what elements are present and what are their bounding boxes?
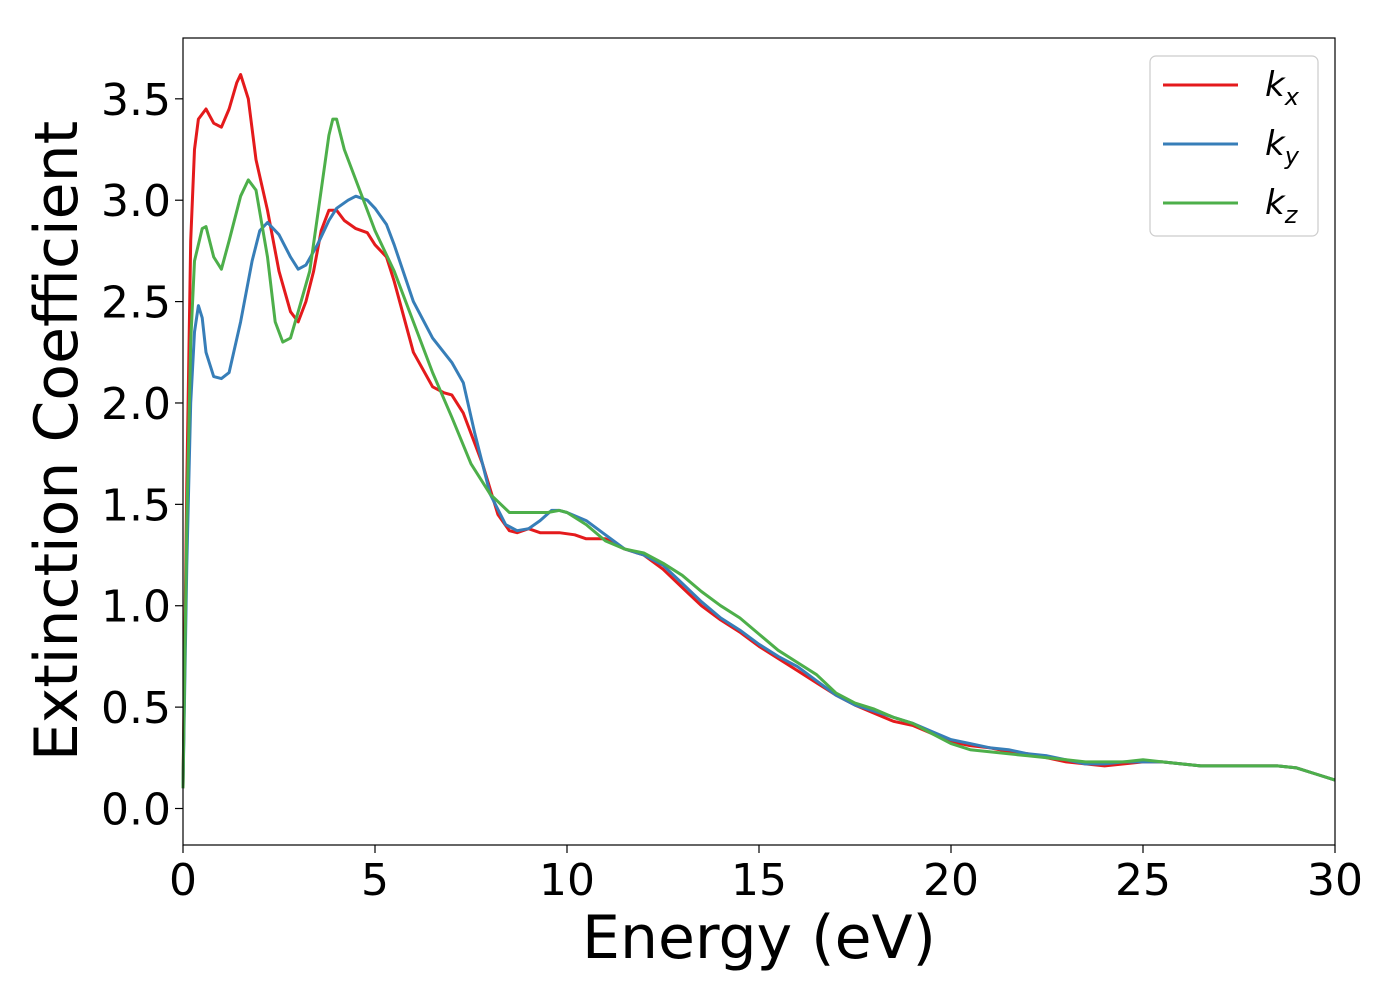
y-axis-label: Extinction Coefficient	[22, 121, 92, 761]
legend-label-x: kx	[1265, 65, 1300, 111]
y-axis: 0.0 0.5 1.0 1.5 2.0 2.5 3.0 3.5	[101, 75, 183, 836]
series-line-y	[181, 194, 1336, 789]
y-tick-label: 0.0	[101, 785, 171, 836]
y-tick-label: 1.0	[101, 582, 171, 633]
legend: kx ky kz	[1149, 55, 1319, 237]
x-tick-label: 15	[731, 855, 787, 906]
series-line-z	[181, 117, 1336, 789]
x-tick-label: 25	[1115, 855, 1171, 906]
y-tick-label: 2.5	[101, 278, 171, 329]
x-tick-label: 5	[361, 855, 389, 906]
x-axis: 0 5 10 15 20 25 30	[169, 845, 1363, 906]
legend-label-y: ky	[1265, 124, 1300, 170]
y-tick-label: 1.5	[101, 480, 171, 531]
x-tick-label: 10	[539, 855, 595, 906]
x-tick-label: 20	[923, 855, 979, 906]
y-tick-label: 3.5	[101, 75, 171, 126]
series-lines	[181, 73, 1336, 789]
y-tick-label: 0.5	[101, 683, 171, 734]
legend-label-z: kz	[1265, 183, 1299, 229]
y-tick-label: 3.0	[101, 176, 171, 227]
x-axis-label: Energy (eV)	[582, 903, 936, 973]
legend-box	[1149, 55, 1319, 237]
x-tick-label: 30	[1307, 855, 1363, 906]
y-tick-label: 2.0	[101, 379, 171, 430]
x-tick-label: 0	[169, 855, 197, 906]
